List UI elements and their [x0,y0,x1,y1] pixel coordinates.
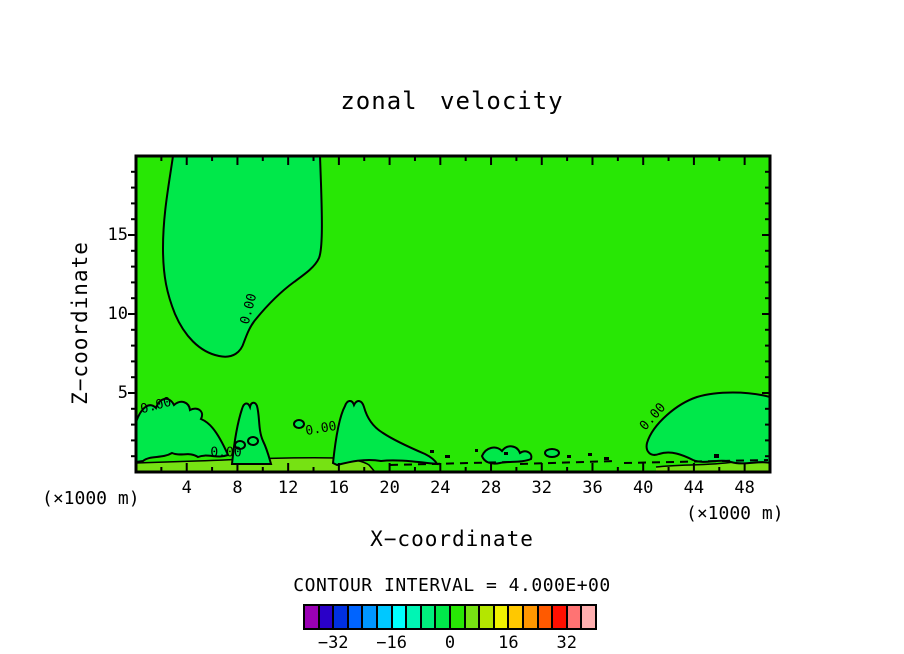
colorbar-cell [494,606,508,628]
x-tick-label: 44 [683,478,705,498]
colorbar-cell [319,606,333,628]
colorbar-tick-label: −32 [317,633,349,653]
colorbar-tick-label: 32 [556,633,578,653]
x-axis-title: X−coordinate [370,527,534,551]
x-tick-label: 12 [277,478,299,498]
colorbar-cell [480,606,493,628]
zero-contour-blob-right [645,391,770,465]
x-tick-label: 8 [232,478,243,498]
x-tick-label: 16 [328,478,350,498]
colorbar-cell [567,606,581,628]
x-tick-label: 4 [181,478,192,498]
colorbar-cell [436,606,449,628]
chart-title: zonal velocity [340,87,564,115]
x-tick-label: 40 [632,478,654,498]
zero-contour-blob-mid [331,400,439,467]
colorbar-cell [582,606,595,628]
x-tick-label: 20 [379,478,400,498]
colorbar-tick-label: 16 [498,633,519,653]
zero-contour-oval [544,448,560,458]
colorbar-tick-label: −16 [376,633,407,653]
zero-contour-blob-left [136,397,230,464]
z-axis-unit: (×1000 m) [42,488,140,509]
y-axis-title: Z−coordinate [68,241,92,405]
negative-contour-dashed [389,459,769,466]
x-tick-label: 28 [480,478,502,498]
zero-contour-oval [293,419,305,429]
colorbar-cell [392,606,406,628]
colorbar-cell [363,606,376,628]
colorbar-cell [509,606,522,628]
zero-contour-oval [234,440,246,450]
x-tick-label: 36 [582,478,603,498]
x-axis-unit: (×1000 m) [686,503,784,524]
colorbar-cell [407,606,420,628]
contour-specks [430,449,719,460]
colorbar-cell [305,606,318,628]
contour-label: 0.00 [210,446,241,461]
colorbar-cell [377,606,391,628]
contour-interval-text: CONTOUR INTERVAL = 4.000E+00 [293,575,611,596]
axis-ticks [128,156,770,472]
colorbar-cell [465,606,479,628]
contour-field: 0.000.000.000.000.00 [136,156,770,472]
z-tick-label: 15 [107,225,128,245]
colorbar-cell [523,606,537,628]
colorbar-cell [334,606,347,628]
zero-contour-lobe-upper-left [161,156,323,358]
colorbar-cell [348,606,362,628]
z-tick-label: 5 [117,383,128,403]
contour-line-4 [136,456,376,472]
contour-label: 0.00 [304,419,337,439]
z-tick-label: 10 [107,304,128,324]
colorbar [303,604,597,630]
x-tick-label: 32 [531,478,552,498]
plot-area: 0.000.000.000.000.00 [128,154,772,474]
colorbar-cell [421,606,435,628]
colorbar-cell [553,606,566,628]
x-tick-label: 48 [734,478,755,498]
x-tick-label: 24 [430,478,451,498]
colorbar-cell [538,606,552,628]
zero-contour-oval [247,436,259,446]
colorbar-cell [450,606,464,628]
colorbar-tick-label: 0 [444,633,456,653]
